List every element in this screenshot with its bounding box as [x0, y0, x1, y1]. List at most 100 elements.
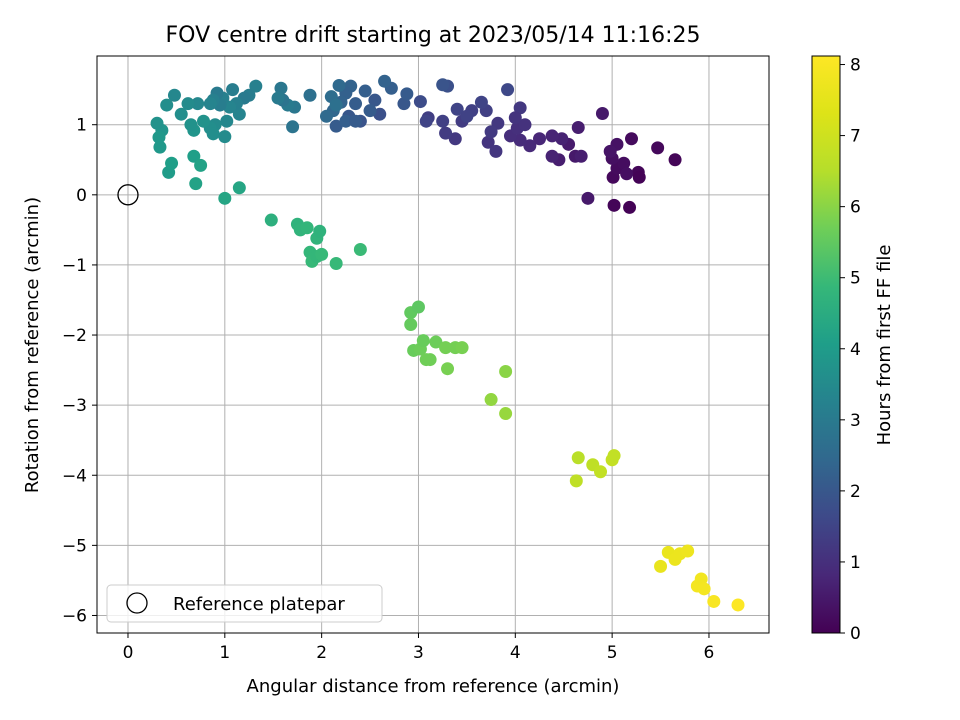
data-point	[218, 191, 232, 205]
data-point	[174, 107, 188, 121]
data-point	[574, 149, 588, 163]
data-point	[220, 114, 234, 128]
data-point	[533, 132, 547, 146]
data-point	[731, 598, 745, 612]
data-point	[595, 106, 609, 120]
data-point	[206, 127, 220, 141]
data-point	[197, 114, 211, 128]
scatter-plot: 0 1 2 3 4 5 6 −6 −5 −4 −3 −2 −1 0 1	[62, 55, 770, 663]
data-point	[319, 109, 333, 123]
data-point	[571, 121, 585, 135]
data-point	[545, 129, 559, 143]
colorbar-tick-label: 3	[850, 411, 861, 431]
data-point	[436, 78, 450, 92]
data-point	[152, 130, 166, 144]
plot-frame	[96, 55, 770, 634]
data-point	[181, 97, 195, 111]
colorbar-tick-label: 7	[850, 127, 861, 147]
data-point	[623, 200, 637, 214]
data-point	[499, 364, 513, 378]
data-point	[368, 93, 382, 107]
data-point	[329, 98, 343, 112]
colorbar-ticks: 0 1 2 3 4 5 6 7 8	[840, 56, 861, 644]
data-point	[416, 334, 430, 348]
data-point	[668, 153, 682, 167]
x-tick-label: 2	[316, 643, 327, 663]
data-point	[150, 116, 164, 130]
data-point	[481, 135, 495, 149]
data-point	[232, 181, 246, 195]
data-point	[223, 100, 237, 114]
y-tick-label: −3	[62, 396, 87, 416]
y-tick-label: −6	[62, 606, 87, 626]
y-axis-ticks: −6 −5 −4 −3 −2 −1 0 1	[62, 116, 97, 626]
x-tick-label: 3	[413, 643, 424, 663]
x-axis-label: Angular distance from reference (arcmin)	[247, 676, 620, 697]
data-point	[274, 81, 288, 95]
legend-box	[106, 584, 383, 623]
data-point	[545, 149, 559, 163]
data-point	[153, 140, 167, 154]
data-point	[681, 544, 695, 558]
x-tick-label: 1	[219, 643, 230, 663]
x-tick-label: 4	[510, 643, 521, 663]
data-point	[489, 144, 503, 158]
data-point	[226, 83, 240, 97]
colorbar-tick-label: 8	[850, 56, 861, 76]
colorbar-tick-label: 4	[850, 340, 861, 360]
x-tick-label: 5	[607, 643, 618, 663]
colorbar-tick-label: 2	[850, 482, 861, 502]
data-point	[400, 87, 414, 101]
data-point	[607, 198, 621, 212]
data-point	[441, 362, 455, 376]
data-point	[187, 149, 201, 163]
data-point	[513, 101, 527, 115]
data-point	[423, 353, 437, 367]
data-point	[694, 572, 708, 586]
data-point	[363, 104, 377, 118]
data-point	[651, 141, 665, 155]
data-point	[411, 300, 425, 314]
data-point	[419, 114, 433, 128]
data-point	[329, 119, 343, 133]
data-point	[315, 247, 329, 261]
legend-marker	[126, 592, 148, 614]
data-point	[697, 582, 711, 596]
data-point	[271, 91, 285, 105]
data-point	[508, 111, 522, 125]
reference-marker	[117, 184, 139, 206]
data-point	[184, 118, 198, 132]
data-point	[300, 221, 314, 235]
data-point	[339, 114, 353, 128]
data-point	[594, 465, 608, 479]
data-point	[358, 84, 372, 98]
data-point	[603, 144, 617, 158]
data-point	[303, 88, 317, 102]
colorbar-tick-label: 5	[850, 269, 861, 289]
data-point	[501, 83, 515, 97]
chart-title: FOV centre drift starting at 2023/05/14 …	[166, 23, 701, 48]
data-point	[569, 474, 583, 488]
y-tick-label: −1	[62, 256, 87, 276]
data-point	[484, 125, 498, 139]
x-tick-label: 6	[704, 643, 715, 663]
data-point	[436, 114, 450, 128]
data-point	[189, 177, 203, 191]
scatter-points	[150, 74, 745, 612]
data-point	[484, 393, 498, 407]
colorbar-tick-label: 1	[850, 553, 861, 573]
legend: Reference platepar	[106, 584, 383, 623]
data-point	[349, 97, 363, 111]
data-point	[397, 97, 411, 111]
data-point	[474, 95, 488, 109]
data-point	[378, 74, 392, 88]
data-point	[429, 335, 443, 349]
y-tick-label: −2	[62, 326, 87, 346]
y-axis-label: Rotation from reference (arcmin)	[22, 197, 43, 493]
data-point	[165, 156, 179, 170]
data-point	[523, 139, 537, 153]
y-tick-label: −4	[62, 466, 87, 486]
reference-marker-group	[117, 184, 139, 206]
data-point	[460, 109, 474, 123]
